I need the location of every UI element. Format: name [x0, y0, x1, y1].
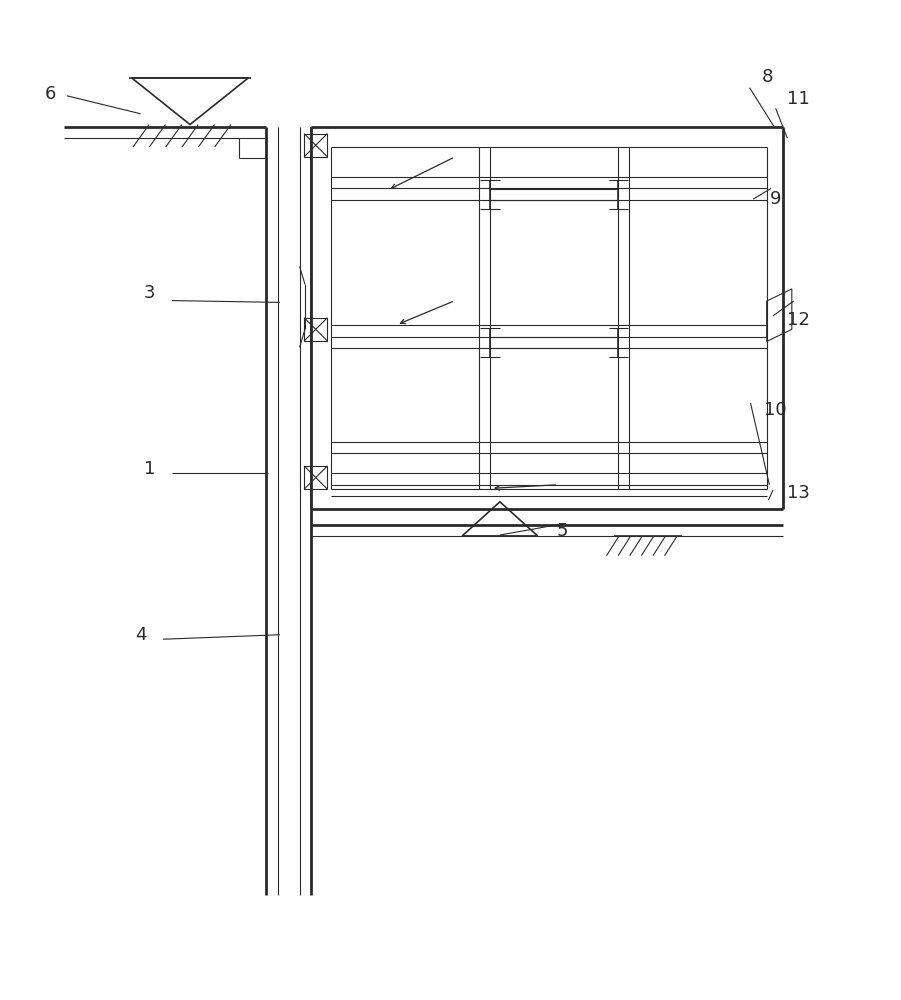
Bar	[305, 466, 327, 489]
Text: 9: 9	[770, 190, 781, 208]
Text: 11: 11	[787, 90, 809, 108]
Text: 3: 3	[144, 284, 155, 302]
Text: 4: 4	[135, 626, 146, 644]
Text: 6: 6	[45, 85, 57, 103]
Bar	[305, 318, 327, 341]
Bar	[305, 134, 327, 157]
Text: 12: 12	[787, 311, 810, 329]
Text: 5: 5	[557, 522, 569, 540]
Text: 1: 1	[144, 460, 155, 478]
Text: 10: 10	[764, 401, 787, 419]
Text: 8: 8	[762, 68, 773, 86]
Text: 13: 13	[787, 484, 810, 502]
